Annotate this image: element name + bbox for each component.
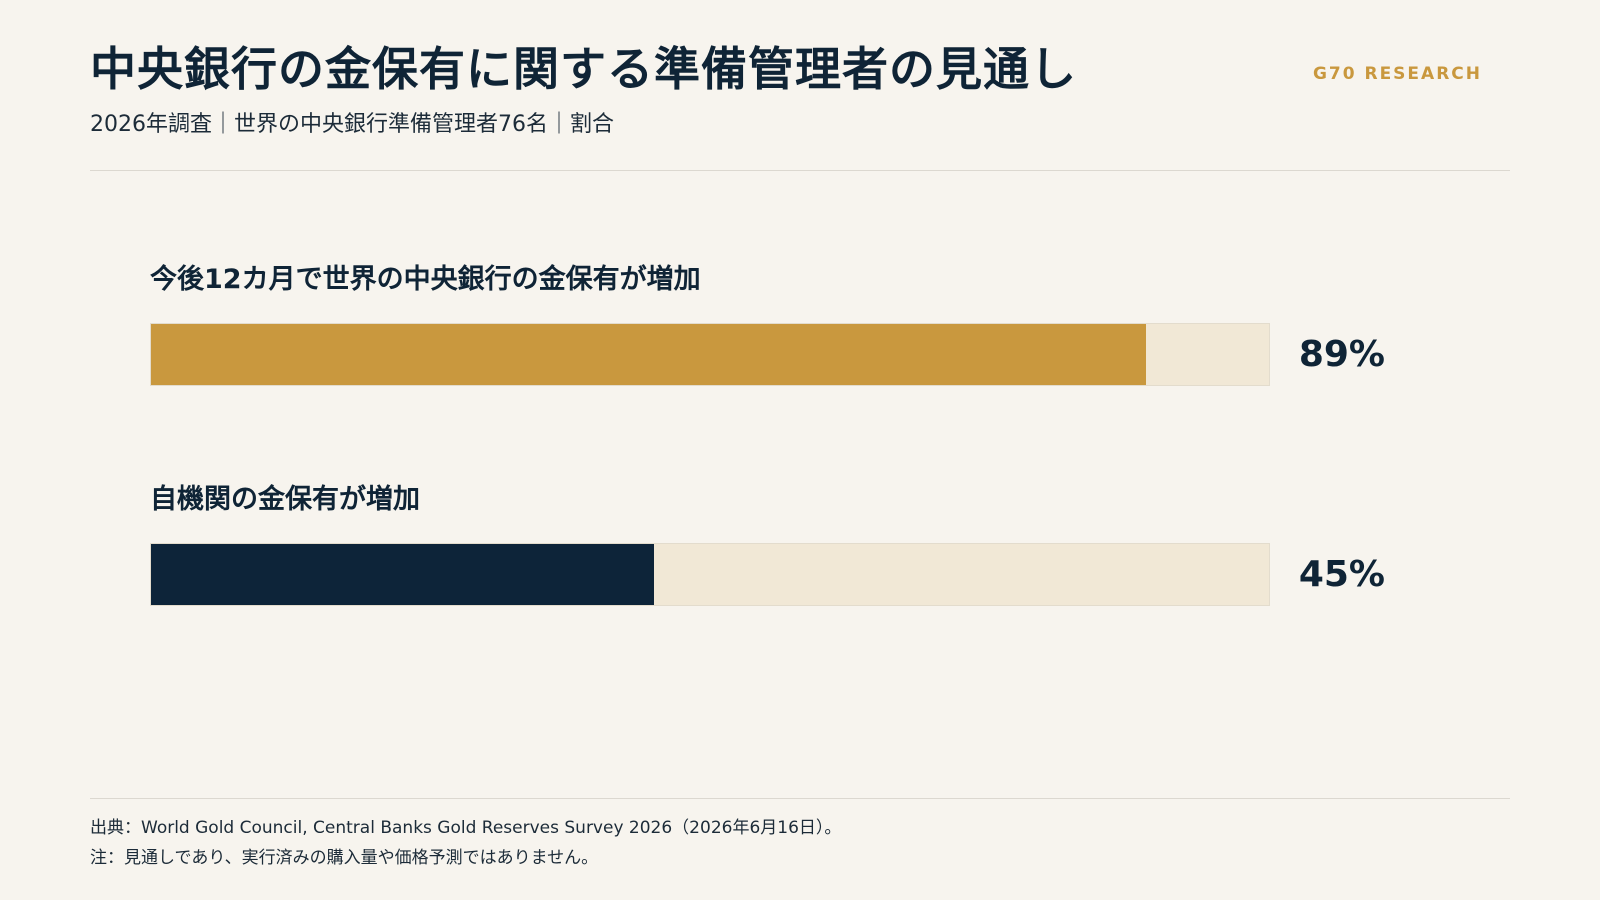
footer: 出典：World Gold Council, Central Banks Gol… xyxy=(90,813,841,873)
bar-chart: 今後12カ月で世界の中央銀行の金保有が増加 89% 自機関の金保有が増加 45% xyxy=(150,255,1400,695)
bar xyxy=(151,324,1147,385)
bar xyxy=(151,544,655,605)
bar-value-label: 45% xyxy=(1298,554,1385,595)
bar-label: 今後12カ月で世界の中央銀行の金保有が増加 xyxy=(150,264,701,295)
bar-row: 自機関の金保有が増加 45% xyxy=(150,475,1400,695)
bar-row: 今後12カ月で世界の中央銀行の金保有が増加 89% xyxy=(150,255,1400,475)
page-title: 中央銀行の金保有に関する準備管理者の見通し xyxy=(90,42,1077,96)
source-note: 出典：World Gold Council, Central Banks Gol… xyxy=(90,818,842,838)
bar-track xyxy=(150,323,1270,386)
top-divider xyxy=(90,170,1510,171)
disclaimer-note: 注：見通しであり、実行済みの購入量や価格予測ではありません。 xyxy=(90,848,599,868)
bottom-divider xyxy=(90,798,1510,799)
bar-value-label: 89% xyxy=(1298,334,1385,375)
page-subtitle: 2026年調査｜世界の中央銀行準備管理者76名｜割合 xyxy=(90,111,614,137)
bar-track xyxy=(150,543,1270,606)
brand-logo-text: G70 RESEARCH xyxy=(1312,64,1482,84)
header: 中央銀行の金保有に関する準備管理者の見通し 2026年調査｜世界の中央銀行準備管… xyxy=(90,40,1480,138)
bar-label: 自機関の金保有が増加 xyxy=(150,484,420,515)
